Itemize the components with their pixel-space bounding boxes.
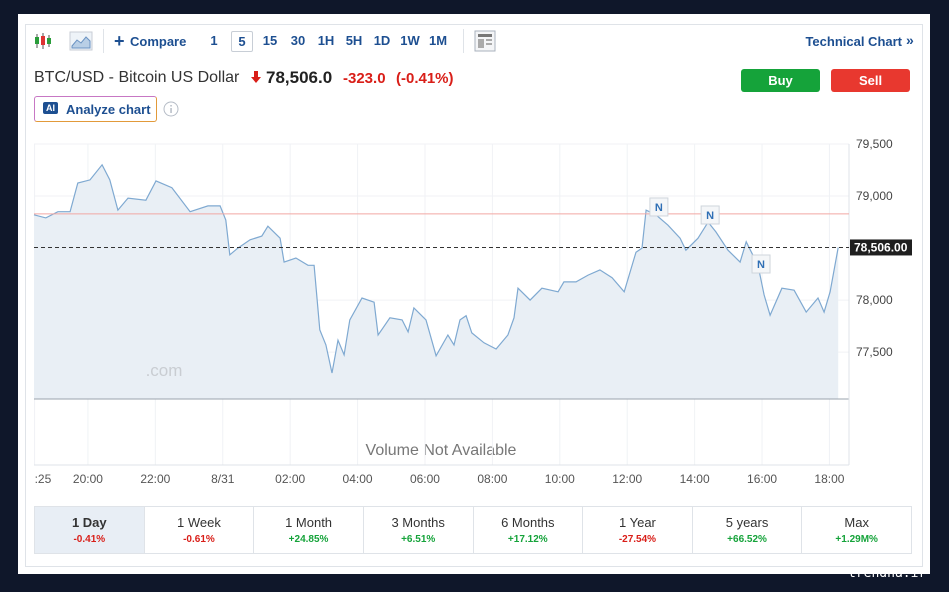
news-marker-label: N (757, 259, 765, 271)
period-change: +17.12% (507, 534, 548, 545)
investing-watermark-suffix: .com (146, 361, 183, 380)
x-tick-label: 06:00 (410, 472, 440, 486)
x-tick-label: 16:00 (747, 472, 777, 486)
news-marker-label: N (655, 202, 663, 214)
period-label: 6 Months (501, 515, 555, 530)
candles-icon[interactable] (33, 31, 53, 51)
news-marker[interactable] (700, 205, 720, 225)
x-tick-label: 02:00 (275, 472, 305, 486)
analyze-chart-button[interactable] (34, 96, 157, 122)
separator (463, 29, 464, 53)
price-change-pct: (-0.41%) (396, 70, 454, 87)
site-watermark: trendha.ir (848, 566, 927, 581)
compare-button[interactable]: Compare (130, 34, 187, 49)
y-tick-label: 78,000 (856, 293, 893, 307)
x-tick-label: 12:00 (612, 472, 642, 486)
interval-button[interactable]: 1D (373, 33, 391, 48)
last-price-label: 78,506.00 (854, 240, 908, 254)
period-cell[interactable]: 5 years +66.52% (691, 506, 803, 554)
period-cell[interactable]: Max +1.29M% (801, 506, 912, 554)
x-tick-label: 08:00 (477, 472, 507, 486)
period-cell[interactable]: 1 Week -0.61% (143, 506, 255, 554)
ai-badge: AI (43, 102, 58, 114)
x-tick-label: 14:00 (680, 472, 710, 486)
down-arrow (251, 71, 261, 83)
interval-button[interactable]: 1H (317, 33, 335, 48)
period-label: 1 Day (71, 515, 107, 530)
layout-icon[interactable] (474, 30, 496, 52)
plus-icon[interactable]: + (114, 31, 125, 51)
news-marker-label: N (706, 210, 714, 222)
news-marker[interactable] (751, 254, 771, 274)
x-tick-label: 04:00 (343, 472, 373, 486)
period-change: +6.51% (401, 534, 436, 545)
period-label: 1 Month (285, 515, 333, 530)
interval-button[interactable]: 5 (231, 31, 253, 52)
x-tick-label: :25 (35, 472, 52, 486)
technical-chart-link[interactable]: Technical Chart (805, 34, 902, 49)
period-label: 3 Months (391, 515, 445, 530)
volume-note: Volume Not Available (366, 442, 517, 459)
period-change: -0.41% (73, 534, 106, 545)
period-cell[interactable]: 3 Months +6.51% (362, 506, 474, 554)
chevron-icon: » (906, 32, 914, 48)
period-cell[interactable]: 6 Months +17.12% (472, 506, 584, 554)
period-change: -0.61% (183, 534, 215, 545)
interval-button[interactable]: 1M (428, 33, 448, 48)
buy-button[interactable]: Buy (741, 69, 820, 92)
interval-button[interactable]: 1 (210, 33, 218, 48)
period-change: -27.54% (618, 534, 657, 545)
sell-button[interactable]: Sell (831, 69, 910, 92)
period-change: +1.29M% (835, 534, 878, 545)
news-marker[interactable] (649, 197, 669, 217)
price: 78,506.0 (266, 68, 333, 87)
period-label: 1 Year (619, 515, 656, 530)
interval-button[interactable]: 1W (400, 33, 420, 48)
period-change: +66.52% (727, 534, 767, 545)
area-icon[interactable] (69, 31, 93, 51)
period-label: 1 Week (177, 515, 221, 530)
price-change: -323.0 (343, 70, 386, 87)
info-icon[interactable] (163, 101, 179, 117)
analyze-chart-label: Analyze chart (66, 102, 151, 117)
interval-button[interactable]: 30 (290, 33, 306, 48)
x-tick-label: 10:00 (545, 472, 575, 486)
instrument-title: BTC/USD - Bitcoin US Dollar (34, 69, 240, 86)
last-price-box (850, 239, 912, 256)
separator (103, 29, 104, 53)
x-tick-label: 18:00 (814, 472, 844, 486)
period-label: Max (844, 515, 869, 530)
y-tick-label: 77,500 (856, 345, 893, 359)
x-tick-label: 8/31 (211, 472, 235, 486)
period-cell[interactable]: 1 Day -0.41% (34, 506, 145, 554)
x-tick-label: 20:00 (73, 472, 103, 486)
interval-button[interactable]: 15 (262, 33, 278, 48)
y-tick-label: 79,500 (856, 137, 893, 151)
period-cell[interactable]: 1 Month +24.85% (253, 506, 364, 554)
period-change: +24.85% (288, 534, 329, 545)
interval-button[interactable]: 5H (345, 33, 363, 48)
y-tick-label: 79,000 (856, 189, 893, 203)
x-tick-label: 22:00 (140, 472, 170, 486)
period-cell[interactable]: 1 Year -27.54% (582, 506, 693, 554)
area-fill (34, 164, 839, 399)
period-label: 5 years (725, 515, 769, 530)
